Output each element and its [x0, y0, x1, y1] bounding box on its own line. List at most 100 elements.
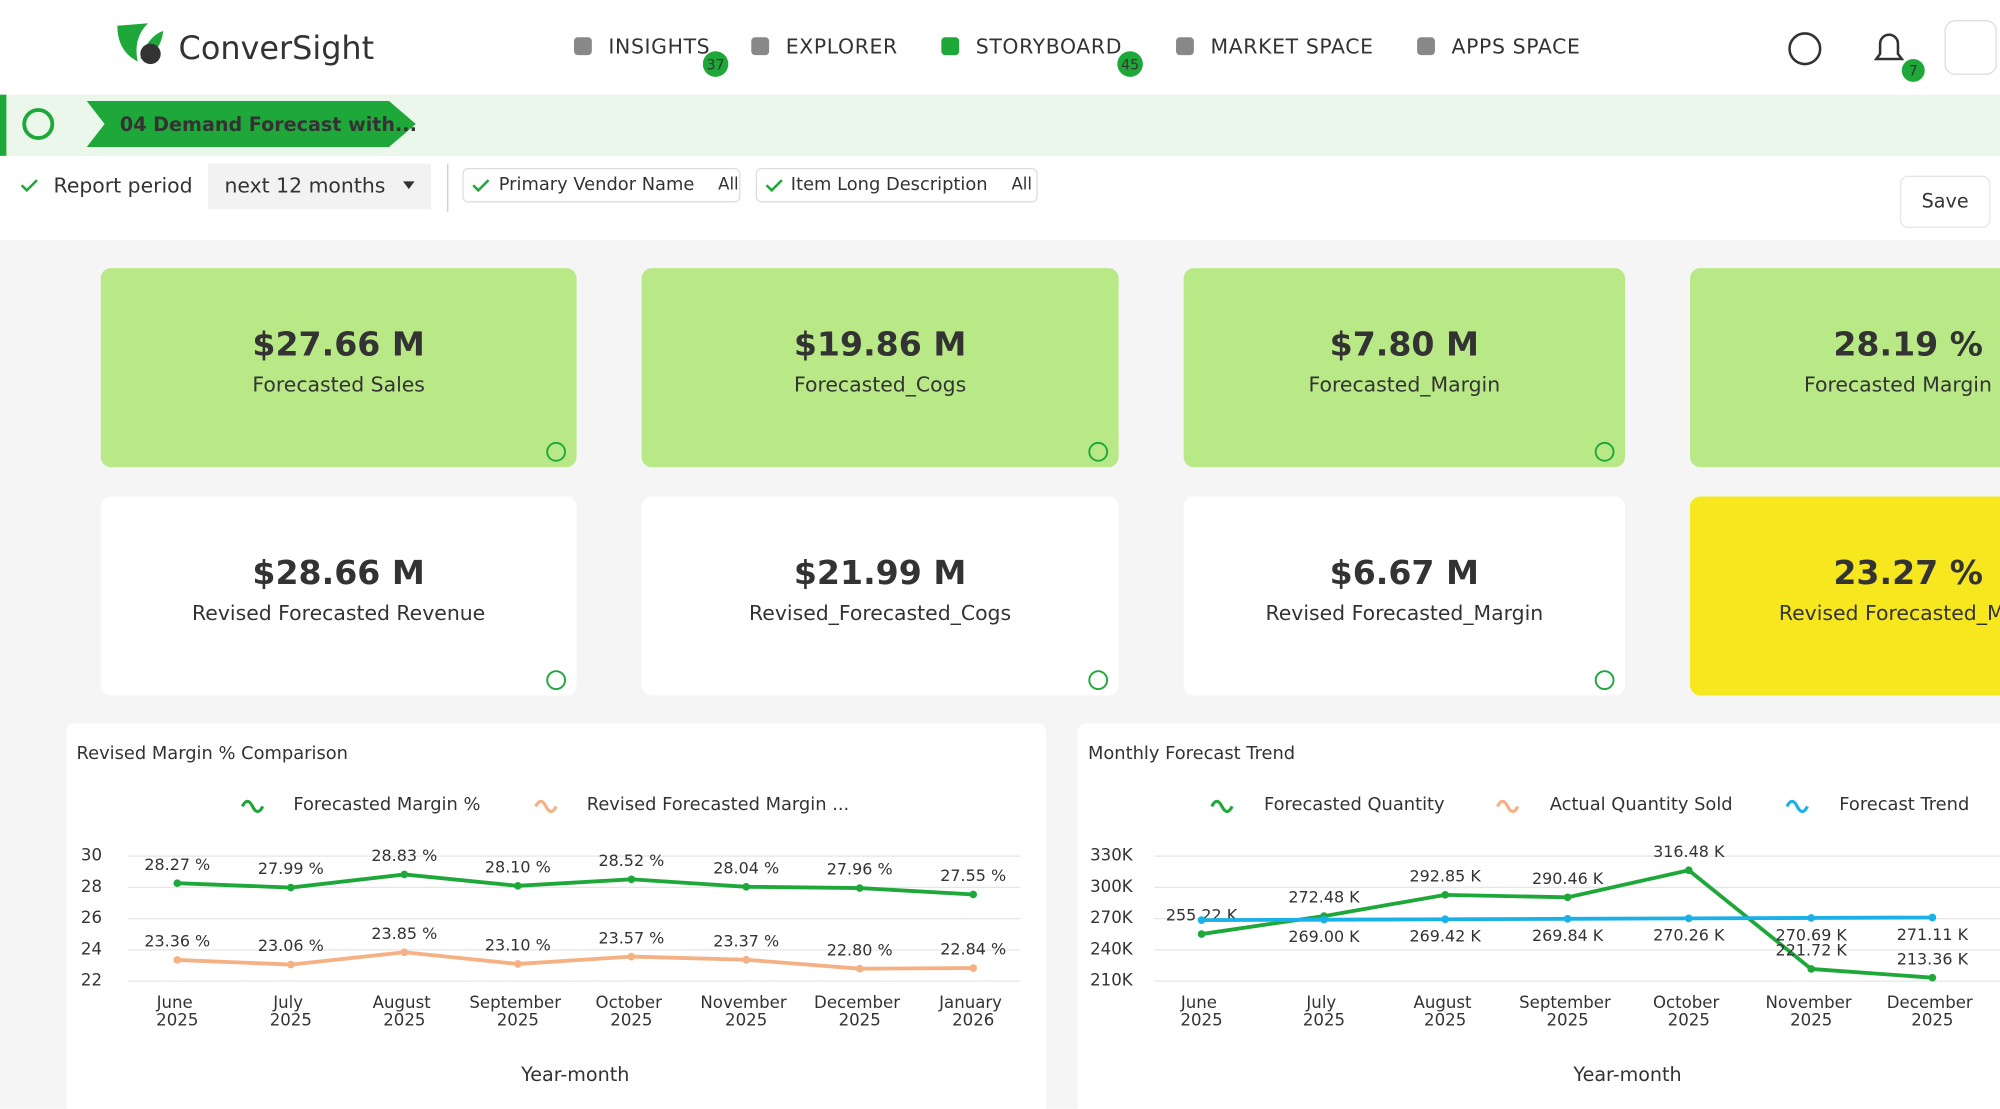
x-axis-label: Year-month: [520, 1063, 629, 1086]
nav-item[interactable]: APPS SPACE: [1452, 34, 1581, 58]
y-tick-label: 24: [81, 939, 102, 958]
legend-label[interactable]: Forecast Trend: [1839, 794, 1969, 815]
top-bar: [0, 0, 2000, 95]
save-button[interactable]: [1899, 175, 1991, 228]
breadcrumb[interactable]: 04 Demand Forecast with...: [120, 113, 417, 136]
data-label: 269.84 K: [1532, 926, 1604, 945]
kpi-card[interactable]: [100, 268, 577, 468]
legend-icon: [1210, 799, 1234, 814]
data-point: [173, 879, 182, 888]
data-label: 290.46 K: [1532, 869, 1604, 888]
kpi-value: $6.67 M: [1330, 553, 1479, 592]
period-value: next 12 months: [224, 174, 385, 198]
info-icon[interactable]: [1594, 441, 1615, 462]
info-icon[interactable]: [1594, 670, 1615, 691]
kpi-card[interactable]: [1690, 268, 2000, 468]
kpi-label: Forecasted Sales: [252, 372, 425, 396]
nav-icon: [1417, 37, 1435, 56]
breadcrumb-chevron: [86, 101, 416, 147]
y-tick-label: 26: [81, 908, 102, 927]
filter-chip[interactable]: [462, 168, 741, 203]
data-point: [1928, 913, 1937, 922]
avatar[interactable]: [1944, 20, 1997, 75]
check: [20, 179, 38, 193]
data-point: [1563, 914, 1572, 923]
data-label: 23.37 %: [713, 931, 779, 950]
data-point: [855, 884, 864, 892]
data-label: 28.10 %: [485, 857, 551, 876]
data-label: 270.69 K: [1776, 925, 1848, 944]
nav-item[interactable]: MARKET SPACE: [1210, 34, 1373, 58]
data-point: [742, 955, 750, 964]
data-point: [742, 882, 750, 891]
chip-value: All: [718, 175, 739, 194]
data-label: 269.42 K: [1410, 927, 1482, 946]
filter-label: Report period: [54, 174, 193, 198]
x-tick-label: October 2025: [596, 992, 668, 1029]
data-label: 292.85 K: [1410, 866, 1482, 885]
nav-badge: [1117, 51, 1143, 77]
home-icon[interactable]: [22, 108, 55, 140]
data-point: [1563, 893, 1572, 902]
data-label: 28.04 %: [713, 858, 779, 877]
data-label: 316.48 K: [1653, 842, 1725, 861]
data-label: 269.00 K: [1288, 927, 1360, 946]
info-icon[interactable]: [1088, 441, 1109, 462]
info-icon[interactable]: [1088, 670, 1109, 691]
data-label: 23.36 %: [144, 932, 210, 951]
nav-icon: [751, 37, 770, 56]
y-tick-label: 22: [81, 971, 102, 990]
kpi-card[interactable]: [1183, 496, 1625, 696]
data-point: [627, 875, 636, 884]
x-tick-label: January 2026: [938, 992, 1007, 1029]
data-point: [1928, 973, 1937, 982]
data-point: [286, 960, 295, 969]
data-label: 271.11 K: [1897, 925, 1969, 944]
data-point: [1684, 914, 1693, 923]
info-icon[interactable]: [546, 670, 567, 691]
y-tick-label: 30: [81, 846, 102, 865]
info-icon[interactable]: [546, 441, 567, 462]
data-label: 27.96 %: [827, 860, 893, 879]
y-tick-label: 28: [81, 877, 102, 896]
y-tick-label: 240K: [1090, 939, 1134, 958]
x-tick-label: December 2025: [1887, 992, 1978, 1029]
legend-label[interactable]: Actual Quantity Sold: [1550, 794, 1733, 815]
chip-label: Primary Vendor Name: [499, 174, 695, 195]
kpi-label: Revised Forecasted Revenue: [192, 601, 485, 625]
kpi-card[interactable]: [641, 496, 1119, 696]
data-label: 27.99 %: [258, 859, 324, 878]
kpi-card[interactable]: [1690, 496, 2000, 696]
chip-value: All: [1011, 175, 1032, 194]
help-icon[interactable]: [1788, 32, 1822, 66]
y-tick-label: 330K: [1090, 846, 1134, 865]
nav-icon: [1176, 37, 1194, 56]
legend-label[interactable]: Forecasted Margin %: [293, 794, 480, 815]
period-select[interactable]: [207, 163, 432, 210]
x-axis-label: Year-month: [1572, 1063, 1681, 1086]
filter-chip[interactable]: [755, 168, 1038, 203]
legend-label[interactable]: Forecasted Quantity: [1264, 794, 1445, 815]
nav-icon: [573, 37, 592, 56]
bell-icon[interactable]: [1873, 33, 1905, 61]
x-tick-label: October 2025: [1653, 992, 1725, 1029]
nav-item[interactable]: INSIGHTS: [608, 34, 710, 58]
data-point: [627, 952, 636, 961]
kpi-card[interactable]: [641, 268, 1119, 468]
chart-title: Monthly Forecast Trend: [1088, 743, 1295, 764]
kpi-card[interactable]: [1183, 268, 1625, 468]
data-label: 23.10 %: [485, 936, 551, 955]
x-tick-label: August 2025: [1414, 992, 1477, 1029]
nav-item[interactable]: EXPLORER: [786, 34, 898, 58]
x-tick-label: September 2025: [1519, 992, 1616, 1029]
series-line: [177, 950, 974, 971]
legend-label[interactable]: Revised Forecasted Margin ...: [587, 794, 849, 815]
kpi-card[interactable]: [100, 496, 577, 696]
nav-item[interactable]: STORYBOARD: [976, 34, 1122, 58]
kpi-label: Forecasted_Cogs: [794, 372, 966, 397]
nav-badge-count: 37: [707, 57, 725, 73]
legend-icon: [1496, 799, 1520, 814]
data-point: [1807, 914, 1816, 922]
legend-icon: [534, 799, 558, 814]
